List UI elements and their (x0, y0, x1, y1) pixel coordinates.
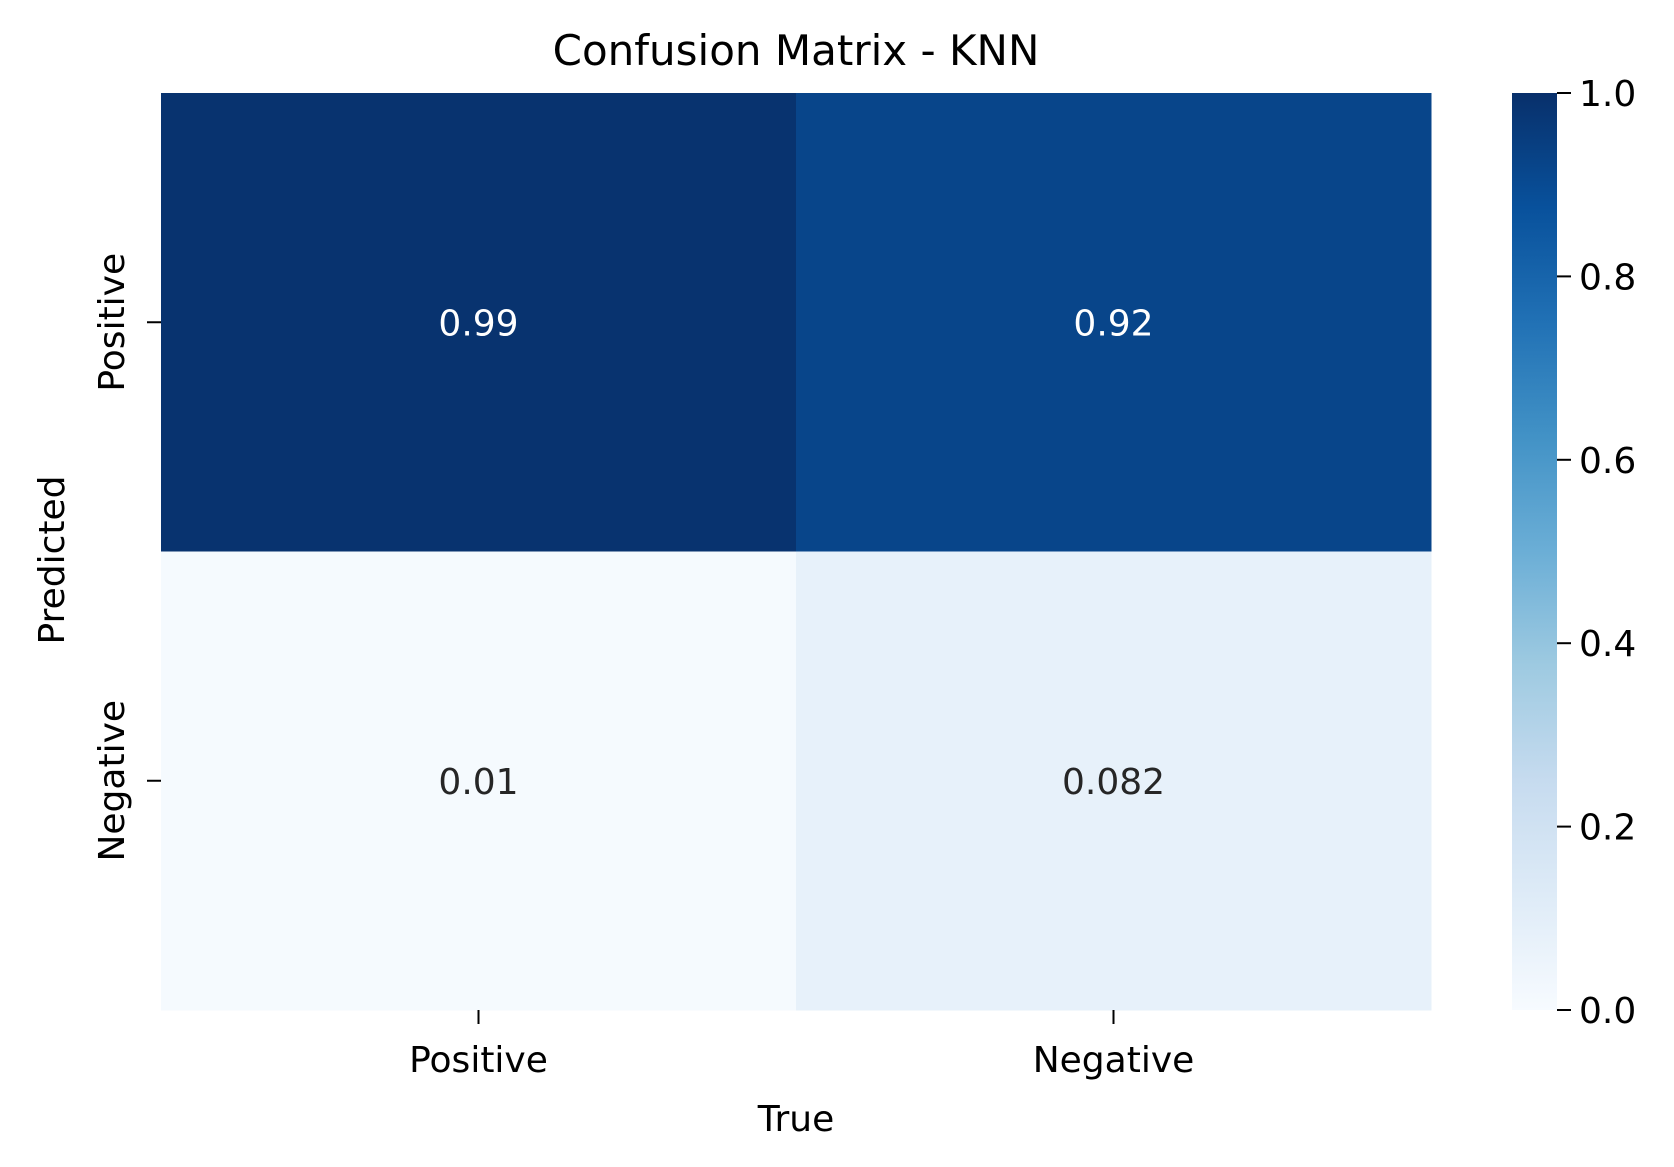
y-axis-label: Predicted (32, 476, 73, 645)
heatmap-cell (796, 93, 1432, 552)
cell-annotation: 0.99 (438, 303, 518, 344)
y-tick-label: Positive (92, 253, 133, 392)
cell-annotation: 0.082 (1062, 762, 1165, 803)
colorbar-ticks: 0.0 0.2 0.4 0.6 0.8 1.0 (1557, 74, 1636, 1032)
colorbar-tick-label: 0.8 (1579, 257, 1636, 298)
x-tick-label: Negative (1033, 1040, 1195, 1081)
cell-annotation: 0.92 (1073, 303, 1153, 344)
colorbar-tick-label: 0.0 (1579, 991, 1636, 1032)
heatmap-cell (796, 551, 1432, 1011)
heatmap-cells (161, 93, 1432, 1011)
y-axis-ticks: Positive Negative (92, 253, 161, 862)
colorbar-tick-label: 0.2 (1579, 808, 1636, 849)
x-tick-label: Positive (409, 1040, 548, 1081)
x-axis-ticks: Positive Negative (409, 1010, 1194, 1081)
colorbar-tick-label: 1.0 (1579, 74, 1636, 115)
y-tick-label: Negative (92, 700, 133, 862)
heatmap-cell (161, 551, 797, 1011)
x-axis-label: True (757, 1099, 834, 1140)
cell-annotations: 0.99 0.92 0.01 0.082 (438, 303, 1165, 803)
colorbar (1512, 93, 1557, 1010)
chart-title: Confusion Matrix - KNN (553, 26, 1040, 75)
cell-annotation: 0.01 (438, 762, 518, 803)
heatmap-cell (161, 93, 797, 552)
colorbar-tick-label: 0.6 (1579, 441, 1636, 482)
colorbar-tick-label: 0.4 (1579, 624, 1636, 665)
